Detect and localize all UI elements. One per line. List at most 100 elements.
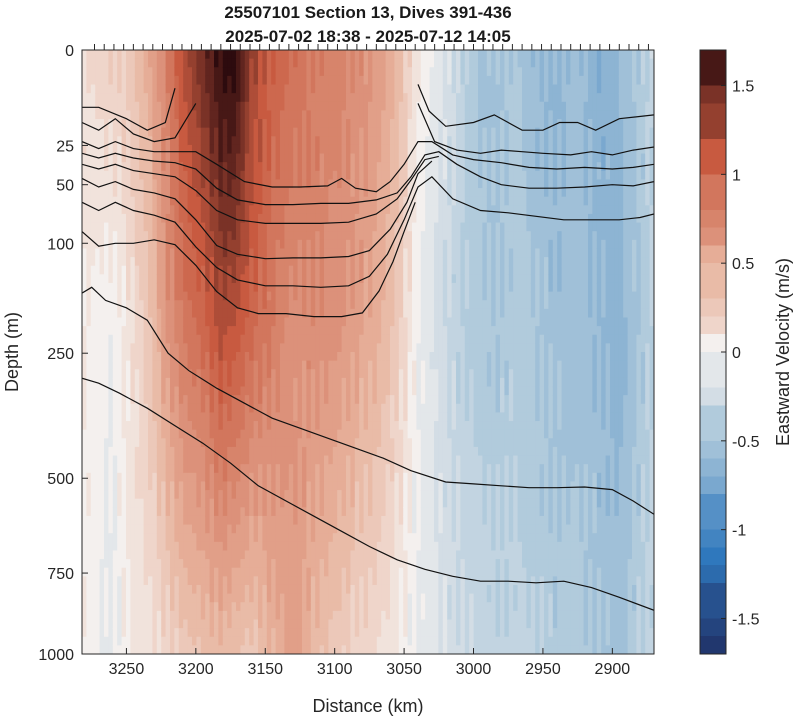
field-cell xyxy=(174,403,180,413)
field-cell xyxy=(178,93,184,103)
field-cell xyxy=(82,464,87,474)
field-cell xyxy=(319,93,325,103)
field-cell xyxy=(390,291,395,301)
field-cell xyxy=(178,153,184,163)
field-cell xyxy=(346,93,351,103)
field-cell xyxy=(209,490,215,500)
field-cell xyxy=(288,274,294,284)
field-cell xyxy=(262,205,268,215)
field-cell xyxy=(390,119,395,129)
field-cell xyxy=(95,645,101,654)
field-cell xyxy=(196,628,202,638)
field-cell xyxy=(390,628,395,638)
field-cell xyxy=(275,274,281,284)
field-cell xyxy=(271,170,277,181)
field-cell xyxy=(236,196,241,206)
field-cell xyxy=(376,119,382,129)
field-cell xyxy=(134,628,140,638)
field-cell xyxy=(381,222,387,232)
field-cell xyxy=(346,602,351,612)
field-cell xyxy=(170,300,175,310)
field-cell xyxy=(372,559,378,569)
field-cell xyxy=(170,541,175,552)
field-cell xyxy=(90,369,96,379)
field-cell xyxy=(126,50,131,60)
field-cell xyxy=(143,291,149,301)
field-cell xyxy=(324,481,329,491)
field-cell xyxy=(165,446,171,457)
field-cell xyxy=(271,446,277,457)
field-cell xyxy=(372,213,378,224)
field-cell xyxy=(165,75,171,86)
field-cell xyxy=(196,75,202,86)
field-cell xyxy=(385,170,391,181)
field-cell xyxy=(121,136,127,146)
field-cell xyxy=(306,170,312,181)
field-cell xyxy=(108,257,114,267)
field-cell xyxy=(126,170,131,181)
field-cell xyxy=(332,231,338,241)
field-cell xyxy=(236,567,241,577)
field-cell xyxy=(126,490,131,500)
field-cell xyxy=(209,481,215,491)
field-cell xyxy=(240,645,246,654)
field-cell xyxy=(108,446,114,457)
field-cell xyxy=(249,576,255,586)
field-cell xyxy=(174,550,180,560)
field-cell xyxy=(258,136,263,146)
field-cell xyxy=(209,257,215,267)
field-cell xyxy=(170,334,175,344)
field-cell xyxy=(178,179,184,189)
field-cell xyxy=(108,645,114,654)
field-cell xyxy=(284,170,290,181)
field-cell xyxy=(174,645,180,654)
field-cell xyxy=(174,541,180,552)
field-cell xyxy=(253,498,259,508)
field-cell xyxy=(82,162,87,172)
field-cell xyxy=(354,300,360,310)
field-cell xyxy=(310,119,316,129)
field-cell xyxy=(205,84,211,94)
field-cell xyxy=(319,593,325,603)
field-cell xyxy=(271,602,277,612)
field-cell xyxy=(148,308,153,319)
field-cell xyxy=(236,334,241,344)
field-cell xyxy=(209,162,215,172)
field-cell xyxy=(319,222,325,232)
field-cell xyxy=(284,628,290,638)
field-cell xyxy=(315,75,321,86)
field-cell xyxy=(170,75,175,86)
field-cell xyxy=(346,472,351,483)
field-cell xyxy=(280,541,285,552)
field-cell xyxy=(104,265,109,275)
field-cell xyxy=(390,265,395,275)
field-cell xyxy=(280,300,285,310)
field-cell xyxy=(231,377,237,388)
field-cell xyxy=(359,645,365,654)
field-cell xyxy=(205,645,211,654)
field-cell xyxy=(148,153,153,163)
field-cell xyxy=(315,170,321,181)
field-cell xyxy=(214,421,219,431)
field-cell xyxy=(236,515,241,526)
field-cell xyxy=(183,50,189,60)
field-cell xyxy=(262,550,268,560)
field-cell xyxy=(381,300,387,310)
field-cell xyxy=(302,412,307,422)
field-cell xyxy=(95,412,101,422)
field-cell xyxy=(315,300,321,310)
field-cell xyxy=(258,369,263,379)
field-cell xyxy=(240,119,246,129)
field-cell xyxy=(288,343,294,353)
field-cell xyxy=(337,490,343,500)
field-cell xyxy=(363,248,369,258)
field-cell xyxy=(390,610,395,621)
field-cell xyxy=(209,645,215,654)
field-cell xyxy=(143,610,149,621)
field-cell xyxy=(275,58,281,68)
field-cell xyxy=(297,334,303,344)
field-cell xyxy=(156,490,162,500)
field-cell xyxy=(183,170,189,181)
field-cell xyxy=(288,222,294,232)
field-cell xyxy=(354,412,360,422)
